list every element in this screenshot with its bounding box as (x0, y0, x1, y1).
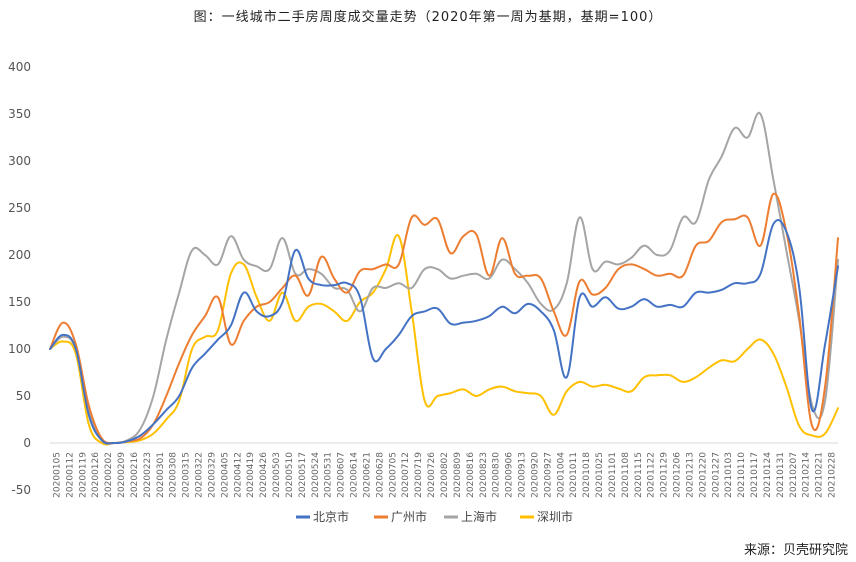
x-tick-label: 20200315 (182, 452, 192, 498)
x-tick-label: 20200621 (362, 452, 372, 498)
x-tick-label: 20210103 (724, 452, 734, 498)
x-tick-label: 20200809 (453, 452, 463, 498)
x-tick-label: 20200503 (272, 452, 282, 498)
series-line-4 (49, 234, 839, 446)
x-tick-label: 20200426 (259, 452, 269, 498)
x-tick-label: 20201025 (595, 452, 605, 498)
x-tick-label: 20201018 (582, 452, 592, 498)
y-tick-label: 300 (8, 154, 31, 168)
x-tick-label: 20200524 (311, 452, 321, 498)
x-tick-label: 20200419 (246, 452, 256, 498)
series-line-3 (49, 111, 839, 445)
x-tick-label: 20201227 (711, 452, 721, 498)
x-tick-label: 20210110 (737, 452, 747, 498)
y-tick-label: 100 (8, 342, 31, 356)
series-line-1 (49, 219, 839, 445)
x-axis: 20200105 20200112 20200119 20200126 20200202… (52, 452, 837, 498)
x-tick-label: 20200531 (324, 452, 334, 498)
x-tick-label: 20201004 (556, 452, 566, 498)
x-tick-label: 20200412 (233, 452, 243, 498)
x-tick-label: 20210117 (750, 452, 760, 498)
x-tick-label: 20200830 (492, 452, 502, 498)
y-tick-label: 350 (8, 107, 31, 121)
x-tick-label: 20201122 (647, 452, 657, 498)
y-tick-label: 150 (8, 295, 31, 309)
x-tick-label: 20200119 (78, 452, 88, 498)
x-tick-label: 20200301 (156, 452, 166, 498)
x-tick-label: 20210228 (828, 452, 838, 498)
x-tick-label: 20200322 (195, 452, 205, 498)
source-note: 来源：贝壳研究院 (743, 543, 848, 558)
x-tick-label: 20201011 (569, 452, 579, 498)
x-tick-label: 20200209 (117, 452, 127, 498)
x-tick-label: 20200719 (414, 452, 424, 498)
chart-title: 图：一线城市二手房周度成交量走势（2020年第一周为基期，基期=100） (193, 10, 663, 25)
legend-label: 深圳市 (537, 509, 573, 524)
x-tick-label: 20200126 (91, 452, 101, 498)
legend-label: 广州市 (391, 509, 427, 524)
x-tick-label: 20210221 (815, 452, 825, 498)
x-tick-label: 20200329 (207, 452, 217, 498)
y-tick-label: 400 (8, 60, 31, 74)
x-tick-label: 20200105 (52, 452, 62, 498)
series-lines (49, 111, 839, 446)
x-tick-label: 20200712 (401, 452, 411, 498)
x-tick-label: 20201213 (685, 452, 695, 498)
x-tick-label: 20200614 (350, 452, 360, 498)
legend: 北京市 广州市 上海市 深圳市 (296, 509, 573, 524)
x-tick-label: 20210214 (802, 452, 812, 498)
x-tick-label: 20210207 (789, 452, 799, 498)
y-axis: -50 0 50 100 150 200 250 300 350 400 (8, 60, 838, 497)
x-tick-label: 20201101 (608, 452, 618, 498)
x-tick-label: 20200705 (388, 452, 398, 498)
x-tick-label: 20200726 (427, 452, 437, 498)
x-tick-label: 20200308 (169, 452, 179, 498)
y-tick-label: -50 (11, 483, 31, 497)
x-tick-label: 20201129 (660, 452, 670, 498)
x-tick-label: 20200920 (530, 452, 540, 498)
x-tick-label: 20201115 (634, 452, 644, 498)
x-tick-label: 20200927 (543, 452, 553, 498)
x-tick-label: 20200517 (298, 452, 308, 498)
x-tick-label: 20201108 (621, 452, 631, 498)
x-tick-label: 20200816 (466, 452, 476, 498)
x-tick-label: 20200202 (104, 452, 114, 498)
y-tick-label: 0 (23, 436, 31, 450)
y-tick-label: 50 (16, 389, 31, 403)
y-tick-label: 200 (8, 248, 31, 262)
x-tick-label: 20200223 (143, 452, 153, 498)
x-tick-label: 20200628 (375, 452, 385, 498)
x-tick-label: 20210131 (776, 452, 786, 498)
x-tick-label: 20200823 (479, 452, 489, 498)
series-line-2 (49, 192, 839, 445)
y-tick-label: 250 (8, 201, 31, 215)
legend-label: 北京市 (313, 509, 349, 524)
x-tick-label: 20200510 (285, 452, 295, 498)
x-tick-label: 20200112 (65, 452, 75, 498)
x-tick-label: 20200906 (505, 452, 515, 498)
x-tick-label: 20200405 (220, 452, 230, 498)
x-tick-label: 20200913 (518, 452, 528, 498)
x-tick-label: 20200216 (130, 452, 140, 498)
x-tick-label: 20200607 (337, 452, 347, 498)
legend-label: 上海市 (461, 509, 497, 524)
x-tick-label: 20201220 (698, 452, 708, 498)
x-tick-label: 20200802 (440, 452, 450, 498)
x-tick-label: 20210124 (763, 452, 773, 498)
x-tick-label: 20201206 (673, 452, 683, 498)
